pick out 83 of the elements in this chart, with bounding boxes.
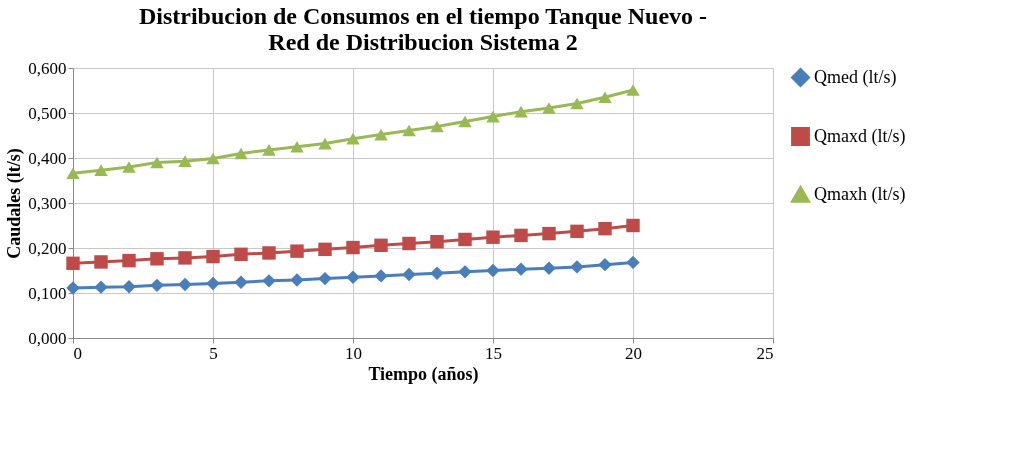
point: [66, 167, 80, 180]
point: [290, 244, 304, 258]
point: [262, 274, 276, 288]
point: [318, 242, 332, 257]
point: [570, 97, 584, 110]
point: [486, 110, 500, 123]
point: [262, 246, 276, 260]
point: [430, 266, 444, 280]
point: [178, 277, 192, 292]
point: [458, 232, 472, 247]
y-axis-title: Caudales (lt/s): [4, 148, 26, 259]
y-tick-label: 0,400: [28, 148, 67, 168]
y-tick-label: 0,500: [28, 103, 67, 123]
point: [206, 152, 220, 165]
point: [122, 253, 136, 268]
x-tick-label: 20: [625, 343, 642, 363]
point: [94, 255, 108, 269]
y-tick-label: 0,100: [28, 283, 67, 303]
point: [486, 263, 500, 278]
legend-label: Qmaxh (lt/s): [814, 183, 906, 205]
point: [66, 281, 80, 295]
point: [514, 228, 528, 243]
y-tick-label: 0,600: [28, 58, 67, 78]
point: [66, 256, 80, 271]
text: Red de Distribucion Sistema 2: [268, 29, 578, 55]
text: Distribucion de Consumos en el tiempo Tanque Nuevo -: [138, 3, 708, 29]
point: [262, 144, 276, 156]
point: [290, 273, 304, 287]
point: [318, 137, 332, 150]
point: [150, 252, 164, 266]
point: [318, 271, 332, 286]
y-tick-label: 0,300: [28, 193, 67, 213]
point: [514, 262, 528, 276]
point: [626, 218, 640, 233]
point: [94, 164, 108, 176]
y-tick-label: 0,200: [28, 238, 67, 258]
point: [178, 155, 192, 167]
point: [570, 224, 584, 239]
point: [234, 147, 248, 160]
point: [346, 132, 360, 145]
point: [178, 251, 192, 265]
point: [542, 226, 556, 241]
point: [542, 102, 556, 114]
point: [430, 120, 444, 133]
point: [514, 105, 528, 118]
legend-label: Qmaxd (lt/s): [814, 125, 906, 147]
point: [206, 249, 220, 264]
x-tick-label: 0: [73, 343, 82, 363]
point: [374, 269, 388, 283]
point: [346, 240, 360, 255]
point: [570, 260, 584, 274]
point: [626, 84, 640, 96]
point: [94, 280, 108, 294]
point: [122, 279, 136, 294]
x-tick-label: 5: [209, 343, 218, 363]
legend-label: Qmed (lt/s): [814, 66, 897, 88]
point: [542, 261, 556, 275]
point: [626, 255, 640, 270]
x-tick-label: 15: [485, 343, 502, 363]
point: [458, 115, 472, 128]
x-tick-label: 25: [756, 343, 774, 363]
point: [234, 275, 248, 289]
y-tick-label: 0,000: [28, 328, 67, 348]
point: [346, 270, 360, 284]
point: [374, 128, 388, 141]
x-tick-label: 10: [345, 343, 362, 363]
point: [598, 257, 612, 272]
x-axis-title: Tiempo (años): [368, 363, 479, 385]
point: [430, 234, 444, 249]
point: [290, 140, 304, 153]
point: [458, 265, 472, 279]
point: [122, 161, 136, 173]
point: [598, 221, 612, 236]
point: [150, 278, 164, 293]
point: [402, 236, 416, 251]
point: [150, 156, 164, 169]
point: [402, 124, 416, 137]
point: [402, 267, 416, 282]
point: [486, 230, 500, 244]
point: [206, 276, 220, 291]
point: [234, 247, 248, 262]
point: [598, 91, 612, 104]
point: [374, 238, 388, 253]
